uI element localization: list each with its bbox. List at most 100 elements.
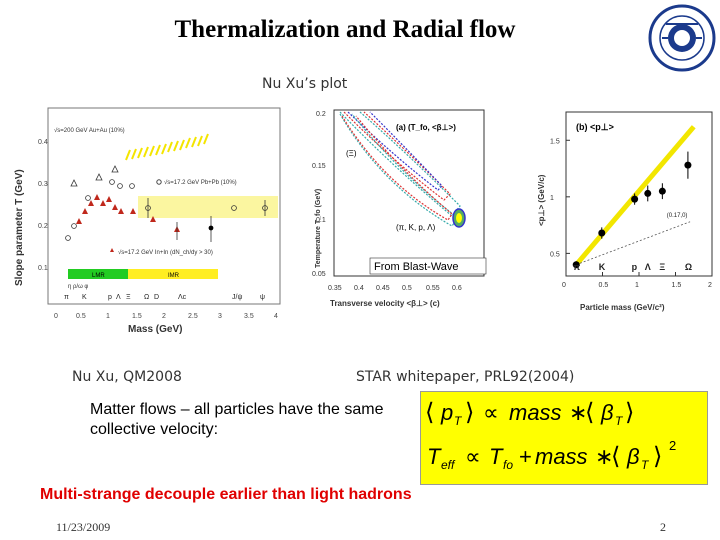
svg-text:1: 1 bbox=[106, 313, 110, 320]
svg-text:0.5: 0.5 bbox=[402, 285, 412, 292]
svg-text:⟨: ⟨ bbox=[425, 399, 434, 426]
page-number: 2 bbox=[660, 520, 666, 534]
svg-text:+: + bbox=[519, 444, 532, 469]
y-tick-label: 0.5 bbox=[550, 251, 560, 258]
body-text: Matter flows – all particles have the sa… bbox=[90, 401, 384, 438]
data-point bbox=[658, 187, 666, 195]
mid-panel-title: (a) (T_fo, <β⊥>) bbox=[396, 123, 456, 132]
svg-text:p: p bbox=[440, 400, 453, 425]
slide-title: Thermalization and Radial flow bbox=[174, 16, 516, 43]
svg-text:1.5: 1.5 bbox=[132, 313, 142, 320]
citation-left: Nu Xu, QM2008 bbox=[72, 369, 182, 385]
svg-text:0.5: 0.5 bbox=[76, 313, 86, 320]
svg-text:∗: ∗ bbox=[569, 400, 587, 425]
svg-text:0.45: 0.45 bbox=[376, 285, 390, 292]
svg-text:⟩: ⟩ bbox=[625, 399, 634, 426]
particle-label: Ξ bbox=[659, 262, 665, 272]
mid-xi-label: (Ξ) bbox=[346, 149, 357, 158]
right-ylabel: <p⊥> (GeV/c) bbox=[537, 174, 546, 226]
svg-text:√s=200 GeV Au+Au (10%): √s=200 GeV Au+Au (10%) bbox=[54, 127, 125, 134]
data-point bbox=[644, 189, 652, 197]
svg-text:Ξ: Ξ bbox=[126, 294, 131, 301]
left-ylabel: Slope parameter T (GeV) bbox=[14, 169, 25, 286]
svg-text:0.4: 0.4 bbox=[38, 139, 48, 146]
svg-text:T: T bbox=[489, 444, 504, 469]
svg-text:mass: mass bbox=[535, 444, 588, 469]
svg-text:2.5: 2.5 bbox=[188, 313, 198, 320]
svg-text:0.15: 0.15 bbox=[312, 163, 326, 170]
particle-label: π bbox=[573, 262, 580, 272]
imr-label: IMR bbox=[168, 273, 180, 279]
freezeout-contour-plot: (a) (T_fo, <β⊥>) (Ξ) (π, K, p, Λ) 0.2 0.1… bbox=[312, 106, 490, 326]
svg-text:⟨: ⟨ bbox=[611, 443, 620, 470]
svg-text:T: T bbox=[641, 458, 650, 472]
svg-text:2: 2 bbox=[669, 438, 676, 453]
right-xlabel: Particle mass (GeV/c²) bbox=[580, 303, 665, 312]
svg-text:⟩: ⟩ bbox=[653, 443, 662, 470]
svg-text:0.4: 0.4 bbox=[354, 285, 364, 292]
svg-text:D: D bbox=[154, 294, 159, 301]
data-point bbox=[572, 261, 580, 269]
particle-label: Λ bbox=[645, 262, 651, 272]
footer-date: 11/23/2009 bbox=[56, 520, 111, 534]
left-xlabel: Mass (GeV) bbox=[128, 324, 182, 335]
x-tick-label: 1 bbox=[635, 282, 639, 289]
svg-text:0.55: 0.55 bbox=[426, 285, 440, 292]
svg-text:4: 4 bbox=[274, 313, 278, 320]
svg-text:β: β bbox=[600, 400, 614, 425]
svg-text:2: 2 bbox=[162, 313, 166, 320]
svg-text:η ρ/ω φ: η ρ/ω φ bbox=[68, 284, 88, 290]
right-panel-title: (b) <p⊥> bbox=[576, 122, 614, 132]
svg-text:ψ: ψ bbox=[260, 294, 265, 301]
x-tick-label: 0.5 bbox=[599, 282, 609, 289]
svg-text:0.05: 0.05 bbox=[312, 271, 326, 278]
svg-text:Ω: Ω bbox=[144, 294, 149, 301]
y-tick-label: 1.5 bbox=[550, 138, 560, 145]
svg-text:⟩: ⟩ bbox=[465, 399, 474, 426]
svg-text:T: T bbox=[427, 444, 442, 469]
svg-text:Λc: Λc bbox=[178, 294, 187, 301]
slope-parameter-plot: 0.4 0.3 0.2 0.1 0 0.5 1 1.5 2 2.5 3 3.5 4 Mass… bbox=[8, 96, 290, 336]
svg-text:0.2: 0.2 bbox=[316, 111, 326, 118]
svg-text:√s=17.2 GeV Pb+Pb (10%): √s=17.2 GeV Pb+Pb (10%) bbox=[164, 179, 237, 186]
svg-text:0.35: 0.35 bbox=[328, 285, 342, 292]
svg-text:T: T bbox=[615, 414, 624, 428]
svg-text:∝: ∝ bbox=[465, 444, 481, 469]
svg-text:0: 0 bbox=[54, 313, 58, 320]
data-point bbox=[631, 195, 639, 203]
svg-text:fo: fo bbox=[503, 458, 513, 472]
svg-text:0.3: 0.3 bbox=[38, 181, 48, 188]
highlight-statement: Multi-strange decouple earlier than ligh… bbox=[40, 486, 412, 503]
svg-text:eff: eff bbox=[441, 458, 456, 472]
university-seal-logo bbox=[648, 4, 716, 72]
svg-text:K: K bbox=[82, 294, 87, 301]
svg-text:⟨: ⟨ bbox=[585, 399, 594, 426]
particle-label: Ω bbox=[685, 262, 692, 272]
svg-text:Λ: Λ bbox=[116, 294, 121, 301]
svg-text:0.2: 0.2 bbox=[38, 223, 48, 230]
svg-text:p: p bbox=[108, 294, 112, 301]
mid-xlabel: Transverse velocity <β⊥> (c) bbox=[330, 299, 440, 308]
svg-text:∗: ∗ bbox=[595, 444, 613, 469]
blast-wave-annotation: From Blast-Wave bbox=[374, 261, 459, 273]
mid-ylabel: Temperature T_fo (GeV) bbox=[315, 189, 322, 268]
citation-right: STAR whitepaper, PRL92(2004) bbox=[356, 369, 575, 385]
svg-text:mass: mass bbox=[509, 400, 562, 425]
dashed-line-label: (0.17,0) bbox=[667, 213, 688, 219]
svg-text:3.5: 3.5 bbox=[244, 313, 254, 320]
svg-text:0.1: 0.1 bbox=[38, 265, 48, 272]
particle-label: K bbox=[599, 262, 606, 272]
x-tick-label: 2 bbox=[708, 282, 712, 289]
y-tick-label: 1 bbox=[550, 195, 554, 202]
lmr-label: LMR bbox=[92, 273, 105, 279]
mid-light-label: (π, K, p, Λ) bbox=[396, 223, 436, 232]
svg-text:3: 3 bbox=[218, 313, 222, 320]
svg-text:0.6: 0.6 bbox=[452, 285, 462, 292]
formula-box: ⟨ p T ⟩ ∝ mass ∗ ⟨ β T ⟩ T eff ∝ T fo + … bbox=[420, 391, 708, 485]
data-point bbox=[684, 161, 692, 169]
svg-text:0.1: 0.1 bbox=[316, 217, 326, 224]
particle-label: p bbox=[632, 262, 638, 272]
svg-text:J/ψ: J/ψ bbox=[232, 294, 242, 301]
plot-caption: Nu Xu’s plot bbox=[262, 76, 348, 92]
